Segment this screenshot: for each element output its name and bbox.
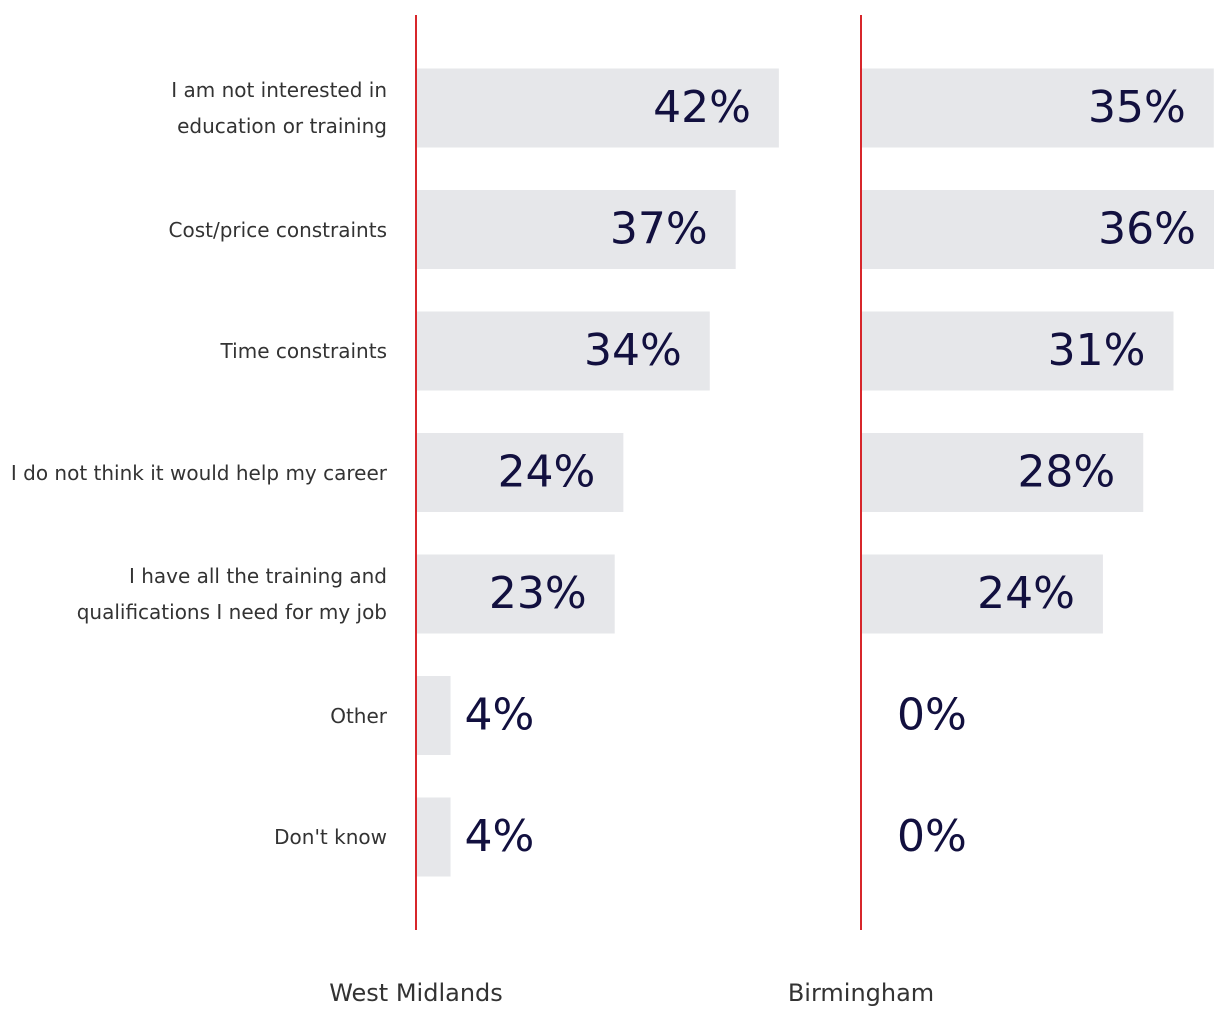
category-label: Other	[330, 703, 387, 728]
value-label: 0%	[897, 811, 967, 862]
value-label: 42%	[653, 82, 751, 133]
bar	[416, 797, 451, 877]
category-label: I have all the training and qualificatio…	[76, 564, 387, 624]
category-label: Don't know	[274, 825, 387, 849]
value-label: 31%	[1048, 325, 1146, 376]
value-label: 35%	[1088, 82, 1186, 133]
bar	[861, 433, 1144, 512]
bar	[416, 554, 615, 634]
category-label: Time constraints	[220, 339, 387, 363]
category-label: I am not interested in education or trai…	[171, 78, 387, 138]
value-label: 4%	[465, 811, 535, 862]
bar	[416, 311, 710, 391]
category-label: Cost/price constraints	[168, 217, 387, 242]
value-label: 28%	[1017, 447, 1115, 498]
bar	[861, 311, 1174, 391]
value-label: 24%	[498, 447, 596, 498]
legend-label: Birmingham	[788, 979, 934, 1007]
category-label: I do not think it would help my career	[10, 460, 387, 485]
value-label: 24%	[977, 568, 1075, 619]
value-label: 34%	[584, 325, 682, 376]
bar	[861, 190, 1214, 269]
value-label: 23%	[489, 568, 587, 619]
value-label: 36%	[1098, 204, 1196, 255]
bar	[861, 68, 1214, 148]
value-label: 0%	[897, 690, 967, 741]
bar	[416, 190, 736, 269]
value-label: 4%	[465, 690, 535, 741]
legend-label: West Midlands	[329, 979, 503, 1007]
bar	[861, 554, 1103, 634]
value-label: 37%	[610, 204, 708, 255]
bar	[416, 676, 451, 755]
bar	[416, 433, 624, 512]
bar	[416, 68, 779, 148]
